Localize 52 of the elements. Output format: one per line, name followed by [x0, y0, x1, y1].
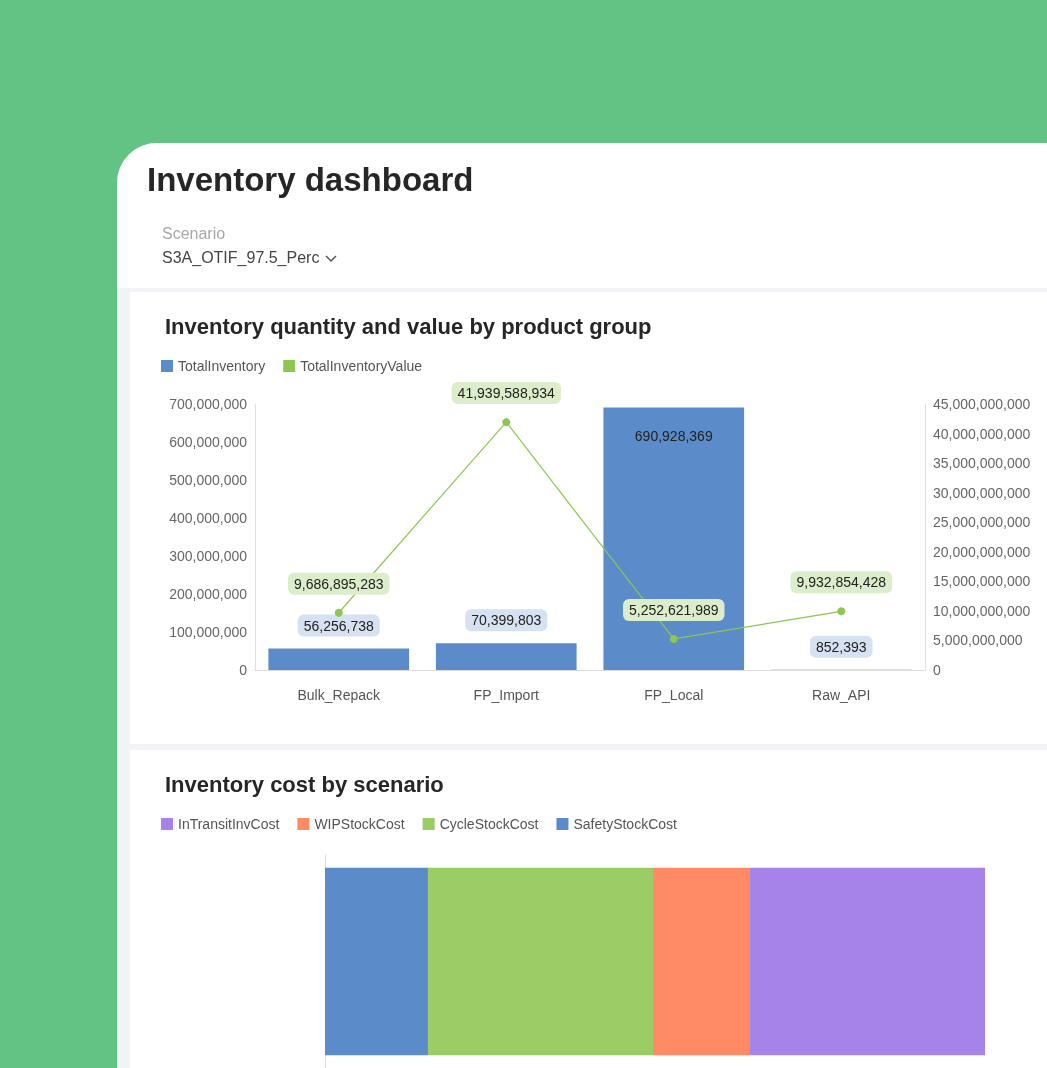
x-tick-label: FP_Import — [473, 687, 540, 703]
legend-label: InTransitInvCost — [178, 816, 280, 832]
data-label: 56,256,738 — [303, 617, 374, 634]
y-tick-label: 700,000,000 — [169, 396, 248, 412]
legend-label: TotalInventory — [178, 358, 266, 374]
y2-tick-label: 25,000,000,000 — [933, 514, 1031, 531]
y-tick-label: 100,000,000 — [169, 624, 248, 640]
point — [334, 608, 343, 617]
data-label: 852,393 — [815, 638, 867, 655]
data-label: 690,928,369 — [634, 428, 713, 445]
bar — [427, 867, 654, 1056]
data-label: 5,252,621,989 — [628, 601, 719, 618]
data-label: 9,686,895,283 — [293, 575, 384, 592]
y-tick-label: 500,000,000 — [169, 472, 248, 488]
legend-label: WIPStockCost — [314, 816, 405, 832]
bar — [750, 867, 985, 1056]
y-tick-label: 400,000,000 — [169, 510, 248, 526]
y2-tick-label: 40,000,000,000 — [933, 425, 1031, 442]
chart-title: Inventory quantity and value by product group — [165, 313, 652, 339]
y2-tick-label: 15,000,000,000 — [933, 573, 1031, 590]
text: Inventory dashboard — [147, 161, 474, 199]
y2-tick-label: 0 — [933, 662, 941, 678]
y2-tick-label: 10,000,000,000 — [933, 602, 1031, 619]
legend-label: TotalInventoryValue — [300, 358, 423, 374]
point — [502, 418, 511, 427]
y2-tick-label: 45,000,000,000 — [933, 396, 1031, 412]
y2-tick-label: 35,000,000,000 — [933, 455, 1031, 472]
x-tick-label: Bulk_Repack — [297, 687, 381, 703]
data-label: 41,939,588,934 — [457, 385, 556, 402]
bar — [653, 867, 751, 1056]
point — [837, 607, 846, 616]
y-tick-label: 200,000,000 — [169, 586, 248, 602]
x-tick-label: FP_Local — [644, 687, 704, 703]
y2-tick-label: 30,000,000,000 — [933, 484, 1031, 501]
point — [669, 634, 678, 643]
bar — [603, 407, 745, 670]
y-tick-label: 300,000,000 — [169, 548, 248, 564]
data-label: 9,932,854,428 — [796, 574, 887, 591]
text: Scenario — [162, 225, 226, 242]
y2-tick-label: 20,000,000,000 — [933, 543, 1031, 560]
chart-title: Inventory cost by scenario — [165, 771, 444, 797]
y-tick-label: 0 — [239, 662, 248, 678]
y-tick-label: 600,000,000 — [169, 434, 248, 450]
legend-label: SafetyStockCost — [573, 816, 678, 832]
legend-label: CycleStockCost — [439, 816, 539, 832]
x-tick-label: Raw_API — [812, 687, 871, 703]
bar — [268, 648, 410, 670]
data-label: 70,399,803 — [471, 612, 542, 629]
bar — [435, 643, 577, 670]
y2-tick-label: 5,000,000,000 — [933, 632, 1023, 649]
bar — [325, 867, 428, 1056]
text: S3A_OTIF_97.5_Perc — [162, 249, 320, 266]
